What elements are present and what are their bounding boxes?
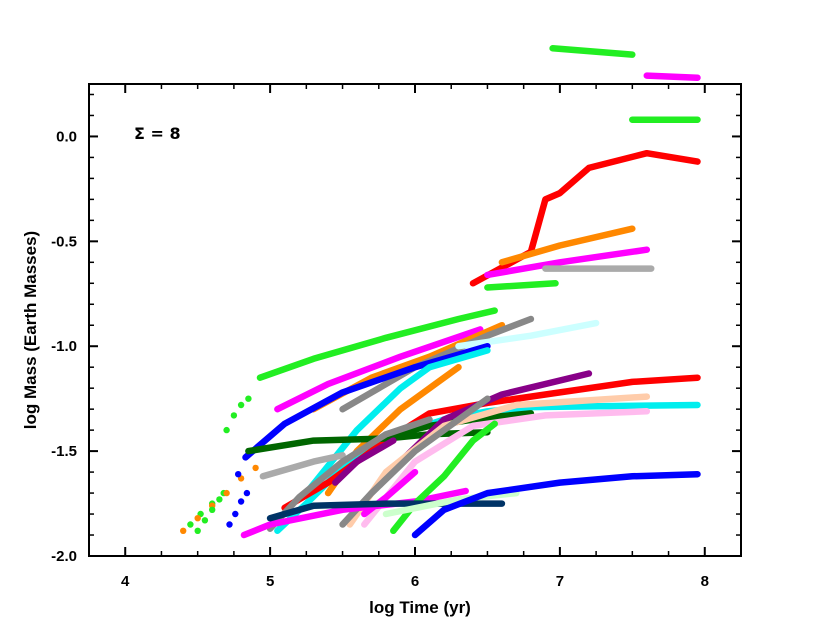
series-15-point-1 [194,515,201,522]
x-tick-label-2: 6 [411,573,419,590]
series-34-point-2 [237,498,245,505]
series-15-point-5 [252,464,259,472]
series-7-line [484,280,559,291]
series-9-point-7 [187,521,194,528]
x-tick-label-1: 5 [266,573,274,590]
series-36-line [332,437,397,486]
series-35-point-1 [201,517,209,524]
y-tick-label-2: -1.0 [51,338,77,355]
series-10-line [274,326,484,413]
sigma-annotation: Σ = 8 [134,124,181,143]
x-tick-label-0: 4 [121,573,130,590]
series-14-line [242,342,491,461]
series-27-line [266,416,433,532]
series-9-point-3 [245,395,252,402]
series-15-point-3 [223,489,230,497]
series-16-line [303,347,491,497]
ticks-layer: 4 5 6 7 8 0.0 -0.5 -1.0 -1.5 -2.0 [51,84,742,590]
y-tick-label-0: 0.0 [56,128,77,145]
series-5-line [484,246,651,279]
series-9-point-1 [230,412,238,419]
series-8-line [256,307,498,381]
series-34-point-4 [235,471,242,478]
y-tick-label-1: -0.5 [51,233,77,250]
y-tick-label-3: -1.5 [51,443,77,460]
series-35-point-3 [216,496,223,503]
series-25-line [259,452,346,480]
series-layer [180,45,701,539]
series-29-line [361,468,419,518]
x-tick-label-4: 8 [701,573,709,590]
series-12-line [339,315,535,413]
series-35-point-0 [194,527,201,534]
series-15-point-0 [180,527,187,534]
series-9-point-0 [223,426,230,434]
series-19-line [281,374,701,512]
y-axis-title: log Mass (Earth Masses) [21,231,40,429]
series-28-line [240,487,469,539]
x-tick-label-3: 7 [556,573,564,590]
series-34-point-3 [243,489,251,497]
series-3-line [549,45,636,58]
series-33-line [411,470,701,539]
series-34-point-1 [232,510,239,518]
series-34-point-0 [226,521,233,528]
y-tick-label-4: -2.0 [51,548,77,565]
series-9-point-2 [237,401,245,409]
series-2-line [643,72,701,81]
series-13-line [455,319,600,350]
series-32-line [382,489,520,518]
series-35-point-2 [209,506,216,513]
series-4-line [498,225,636,266]
x-axis-title: log Time (yr) [369,598,471,617]
